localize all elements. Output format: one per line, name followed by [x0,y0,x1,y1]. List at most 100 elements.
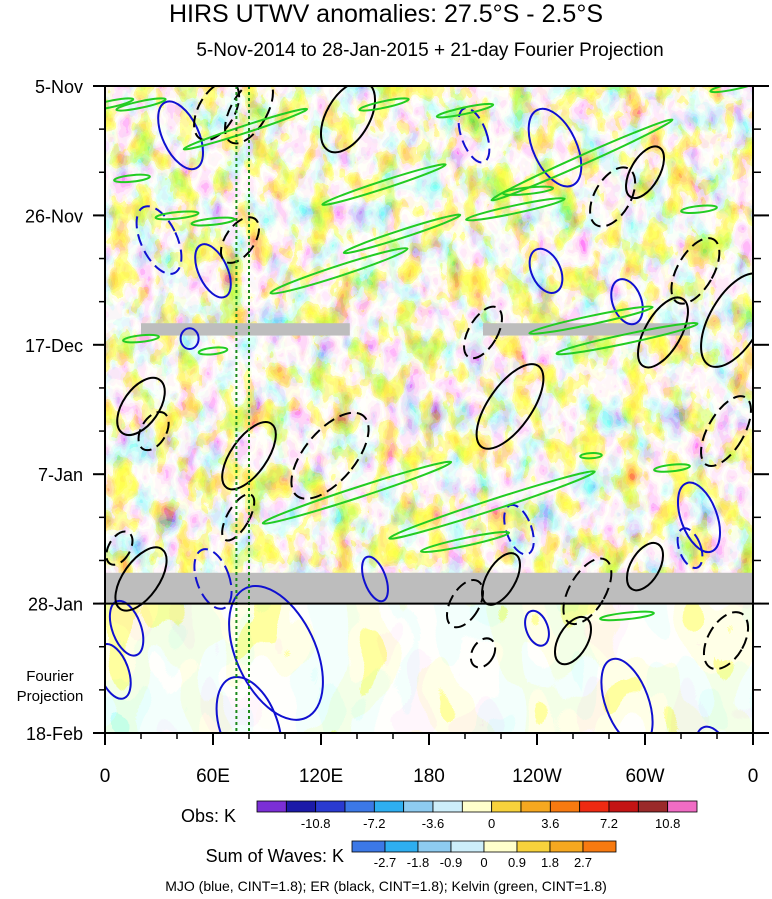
er-contour [625,145,665,200]
colorbar-tick-label: -1.8 [407,855,429,870]
anomaly-field [105,86,753,733]
er-contour [589,166,637,228]
kelvin-contour [269,247,409,295]
x-tick-label: 120E [299,766,343,787]
er-contour [469,637,497,669]
colorbar-swatch [667,800,698,813]
mjo-contour [528,247,564,294]
colorbar-swatch [483,840,518,853]
colorbar-swatch [256,800,287,813]
er-contour [116,376,166,436]
observed-anomaly-field [105,86,753,606]
kelvin-contour [321,163,447,206]
mjo-contour [676,527,704,570]
x-axis: 0 60E 120E 180 120W 60W 0 [100,733,758,787]
kelvin-contour [465,197,566,222]
colorbar-tick-label: 0 [480,855,487,870]
er-contour [114,546,168,612]
er-contour [445,578,485,629]
chart-title: HIRS UTWV anomalies: 27.5°S - 2.5°S [168,0,604,28]
colorbar-tick-label: 10.8 [655,816,680,831]
er-contour [221,421,277,491]
mjo-contour [193,548,233,610]
y-tick-label: 17-Dec [25,336,83,356]
mjo-contour [600,657,654,733]
colorbar-swatch [516,840,551,853]
colorbar-swatch [450,840,485,853]
kelvin-contour [501,185,555,196]
x-tick-label: 120W [512,766,562,787]
mjo-contour [105,643,132,700]
colorbar-swatch [637,800,669,813]
kelvin-contour [579,452,603,460]
mjo-contour [135,205,183,275]
er-contour [219,216,261,264]
kelvin-contour [709,86,753,94]
x-tick-label: 60W [625,766,664,787]
er-contour [670,237,721,305]
projection-label: Fourier Projection [16,668,84,705]
er-contour [137,410,170,452]
kelvin-contour [555,322,699,356]
colorbar-tick-label: 0 [488,816,495,831]
colorbar-tick-label: -10.8 [301,816,331,831]
mjo-contour [157,100,205,171]
colorbar-swatch [582,840,617,853]
mjo-contour [194,243,232,299]
mjo-contour [694,725,740,733]
chart-subtitle: 5-Nov-2014 to 28-Jan-2015 + 21-day Fouri… [196,40,664,61]
kelvin-contour [528,305,654,335]
colorbar-tick-label: -0.9 [440,855,462,870]
kelvin-contour [358,97,410,112]
chart-footer: MJO (blue, CINT=1.8); ER (black, CINT=1.… [165,878,607,894]
colorbar-swatch [417,840,452,853]
colorbar-tick-label: -2.7 [374,855,396,870]
colorbar-tick-label: 0.9 [508,855,526,870]
kelvin-contour [680,204,718,214]
x-tick-label: 0 [100,766,111,787]
er-contour [105,530,134,566]
y-axis: 5-Nov 26-Nov 17-Dec 7-Jan 28-Jan 18-Feb [25,77,769,744]
er-contour [700,395,752,468]
kelvin-contour [154,210,200,221]
er-contour [475,363,545,450]
y-tick-label: 28-Jan [28,595,83,615]
colorbar-swatch [285,800,317,813]
mjo-contour [108,599,145,657]
kelvin-contour [113,173,151,184]
colorbar-tick-label: -7.2 [363,816,385,831]
kelvin-contour [342,213,462,255]
kelvin-contour [435,102,495,119]
kelvin-contour [261,460,453,525]
obs-colorbar: -10.8 -7.2 -3.6 0 3.6 7.2 10.8 [256,800,698,831]
er-contour [637,296,689,369]
colorbar-tick-label: 3.6 [541,816,559,831]
colorbar-swatch [344,800,375,813]
colorbar-swatch [351,840,386,853]
er-contour [463,305,503,360]
er-contour [193,86,241,142]
kelvin-contour [490,118,674,202]
colorbar-tick-label: 2.7 [574,855,592,870]
colorbar-swatch [315,800,346,813]
y-tick-label: 7-Jan [38,465,83,485]
colorbar-swatch [549,800,581,813]
colorbar-swatch [579,800,610,813]
colorbar-tick-label: -3.6 [422,816,444,831]
kelvin-contour [599,610,655,622]
missing-data-bands [105,323,753,604]
kelvin-contour [182,107,309,151]
kelvin-contour [115,97,167,112]
colorbar-swatch [384,840,419,853]
mjo-contour [610,278,644,326]
colorbar-swatch [491,800,522,813]
kelvin-contour [122,333,160,344]
mjo-contour [215,675,283,733]
er-contour [319,86,377,154]
projected-anomaly-field [105,600,753,733]
colorbar-swatch [520,800,551,813]
colorbar-tick-label: 7.2 [600,816,618,831]
y-tick-label: 18-Feb [26,724,83,744]
er-contour [700,272,753,368]
